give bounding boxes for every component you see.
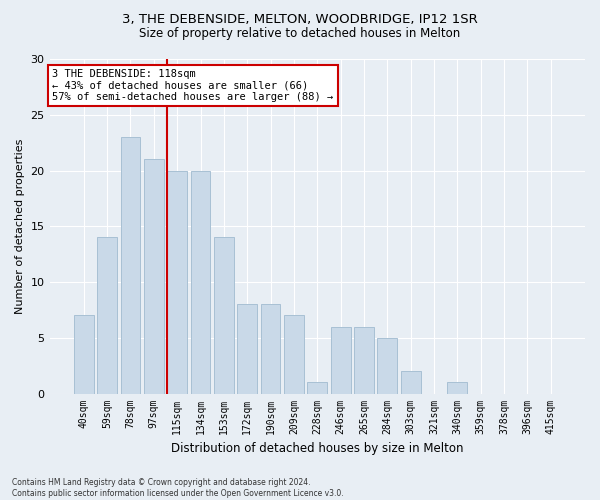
Bar [191,170,211,394]
Text: Contains HM Land Registry data © Crown copyright and database right 2024.
Contai: Contains HM Land Registry data © Crown c… [12,478,344,498]
X-axis label: Distribution of detached houses by size in Melton: Distribution of detached houses by size … [171,442,464,455]
Bar [401,372,421,394]
Bar [260,304,280,394]
Bar [448,382,467,394]
Bar [284,316,304,394]
Bar [97,238,117,394]
Bar [238,304,257,394]
Bar [354,326,374,394]
Bar [167,170,187,394]
Text: 3 THE DEBENSIDE: 118sqm
← 43% of detached houses are smaller (66)
57% of semi-de: 3 THE DEBENSIDE: 118sqm ← 43% of detache… [52,69,334,102]
Bar [331,326,350,394]
Bar [307,382,327,394]
Bar [121,137,140,394]
Bar [74,316,94,394]
Text: Size of property relative to detached houses in Melton: Size of property relative to detached ho… [139,28,461,40]
Bar [214,238,234,394]
Bar [144,160,164,394]
Text: 3, THE DEBENSIDE, MELTON, WOODBRIDGE, IP12 1SR: 3, THE DEBENSIDE, MELTON, WOODBRIDGE, IP… [122,12,478,26]
Bar [377,338,397,394]
Y-axis label: Number of detached properties: Number of detached properties [15,138,25,314]
